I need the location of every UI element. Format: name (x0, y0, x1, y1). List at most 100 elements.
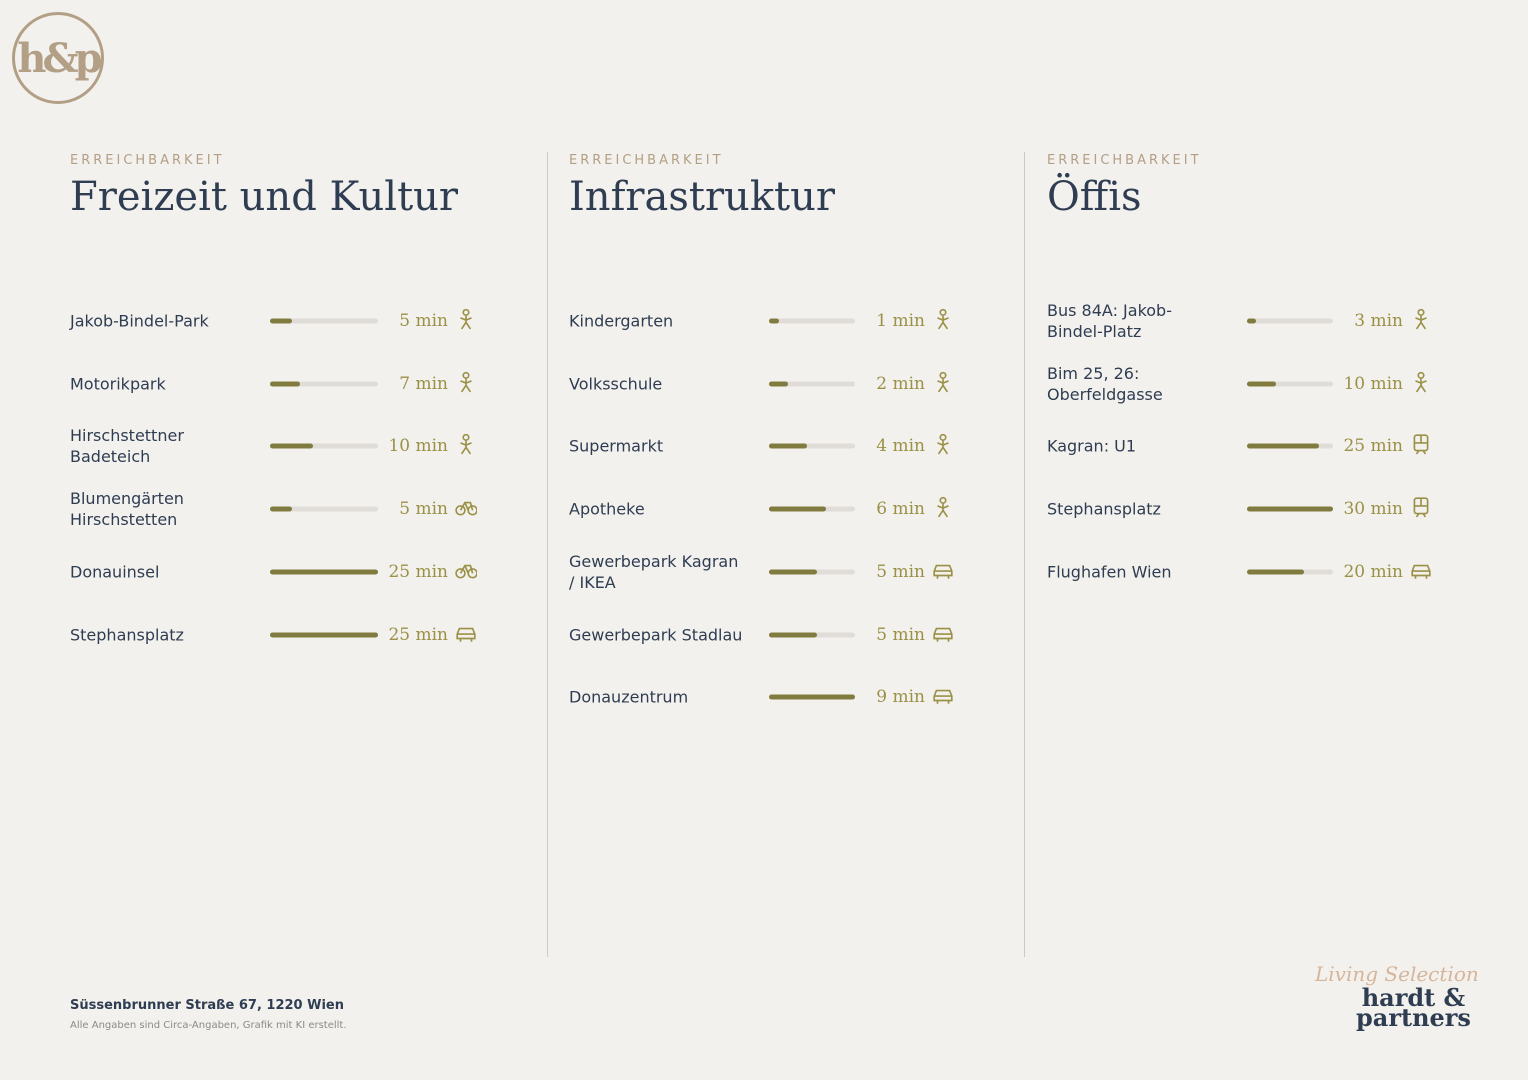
mode-icon (932, 684, 954, 710)
brand-line: partners (1356, 1003, 1471, 1032)
divider (1024, 152, 1025, 957)
bar-track (769, 694, 855, 700)
time-label: 10 min (388, 436, 448, 457)
bar-track (270, 569, 378, 575)
row-label: Donauzentrum (569, 687, 689, 707)
bar-track (1247, 443, 1333, 449)
icon (1413, 434, 1429, 455)
bar-track (270, 318, 378, 324)
bar-track (270, 381, 378, 387)
bar (769, 632, 817, 637)
row-label: Stephansplatz (1047, 499, 1161, 519)
bar-track (769, 381, 855, 387)
mode-icon (1410, 559, 1432, 585)
time-label: 2 min (876, 373, 925, 394)
row-label: Bim 25, 26: Oberfeldgasse (1047, 363, 1163, 404)
bar-track (769, 506, 855, 512)
mode-icon (932, 622, 954, 648)
bar (270, 632, 378, 637)
icon (937, 308, 949, 330)
mode-icon (932, 308, 954, 334)
time-label: 25 min (388, 561, 448, 582)
address: Süssenbrunner Straße 67, 1220 Wien (70, 998, 344, 1013)
mode-icon (1410, 496, 1432, 522)
icon (933, 689, 953, 704)
icon (460, 308, 472, 330)
time-label: 5 min (876, 561, 925, 582)
row-label: Hirschstettner Badeteich (70, 426, 184, 467)
time-label: 5 min (399, 311, 448, 331)
time-label: 25 min (1343, 436, 1403, 457)
mode-icon (455, 496, 478, 522)
time-label: 4 min (876, 436, 925, 457)
bar (769, 318, 779, 324)
mode-icon (1410, 433, 1432, 459)
bar (1247, 318, 1256, 324)
eyebrow: ERREICHBARKEIT (70, 153, 225, 168)
row-label: Kindergarten (569, 311, 674, 331)
mode-icon (455, 622, 477, 648)
time-label: 30 min (1343, 499, 1403, 520)
logo: h&p (12, 12, 104, 104)
row-label: Supermarkt (569, 436, 664, 456)
brand-line: hardt & (1361, 983, 1466, 1012)
time-label: 20 min (1343, 561, 1403, 582)
icon (455, 564, 478, 579)
icon (933, 627, 953, 642)
mode-icon (932, 371, 954, 397)
bar (769, 381, 789, 387)
bar (270, 381, 301, 387)
time-label: 10 min (1343, 373, 1403, 394)
icon (456, 627, 476, 642)
note: Alle Angaben sind Circa-Angaben, Grafik … (70, 1020, 347, 1031)
mode-icon (932, 559, 954, 585)
row-label: Flughafen Wien (1047, 562, 1172, 582)
icon (1411, 564, 1431, 579)
bar (270, 318, 292, 324)
bar (270, 569, 378, 575)
brand-name: hardt & partners (1356, 983, 1471, 1032)
mode-icon (455, 308, 477, 334)
bar (270, 506, 292, 512)
mode-icon (455, 371, 477, 397)
mode-icon (1410, 308, 1432, 334)
bar (769, 694, 855, 700)
row-label: Jakob-Bindel-Park (70, 311, 209, 331)
bar-track (1247, 381, 1333, 387)
eyebrow: ERREICHBARKEIT (569, 153, 724, 168)
row-label: Kagran: U1 (1047, 436, 1137, 456)
bar-track (1247, 318, 1333, 324)
row-label: Blumengärten Hirschstetten (70, 489, 184, 530)
time-label: 9 min (876, 687, 925, 708)
icon (933, 564, 953, 579)
column-title: Öffis (1047, 174, 1142, 220)
time-label: 1 min (876, 311, 925, 331)
time-label: 5 min (399, 499, 448, 520)
mode-icon (932, 496, 954, 522)
row-label: Volksschule (569, 374, 663, 394)
bar (1247, 569, 1305, 575)
row-label: Motorikpark (70, 374, 166, 394)
row-label: Gewerbepark Stadlau (569, 625, 743, 644)
bar-track (270, 506, 378, 512)
row-label: Bus 84A: Jakob-Bindel-Platz (1047, 301, 1172, 341)
time-label: 7 min (399, 373, 448, 394)
icon (460, 434, 472, 455)
bar (1247, 506, 1333, 512)
bar (1247, 381, 1276, 387)
icon (1415, 308, 1427, 330)
bar-track (270, 632, 378, 637)
icon (1415, 371, 1427, 393)
mode-icon (455, 559, 478, 585)
bar-track (769, 569, 855, 575)
bar-track (1247, 569, 1333, 575)
time-label: 5 min (876, 624, 925, 645)
row-label: Stephansplatz (70, 625, 184, 644)
bar (769, 506, 827, 512)
time-label: 3 min (1354, 311, 1403, 331)
column-title: Freizeit und Kultur (70, 174, 459, 220)
bar-track (1247, 506, 1333, 512)
icon (937, 371, 949, 393)
icon (937, 496, 949, 518)
